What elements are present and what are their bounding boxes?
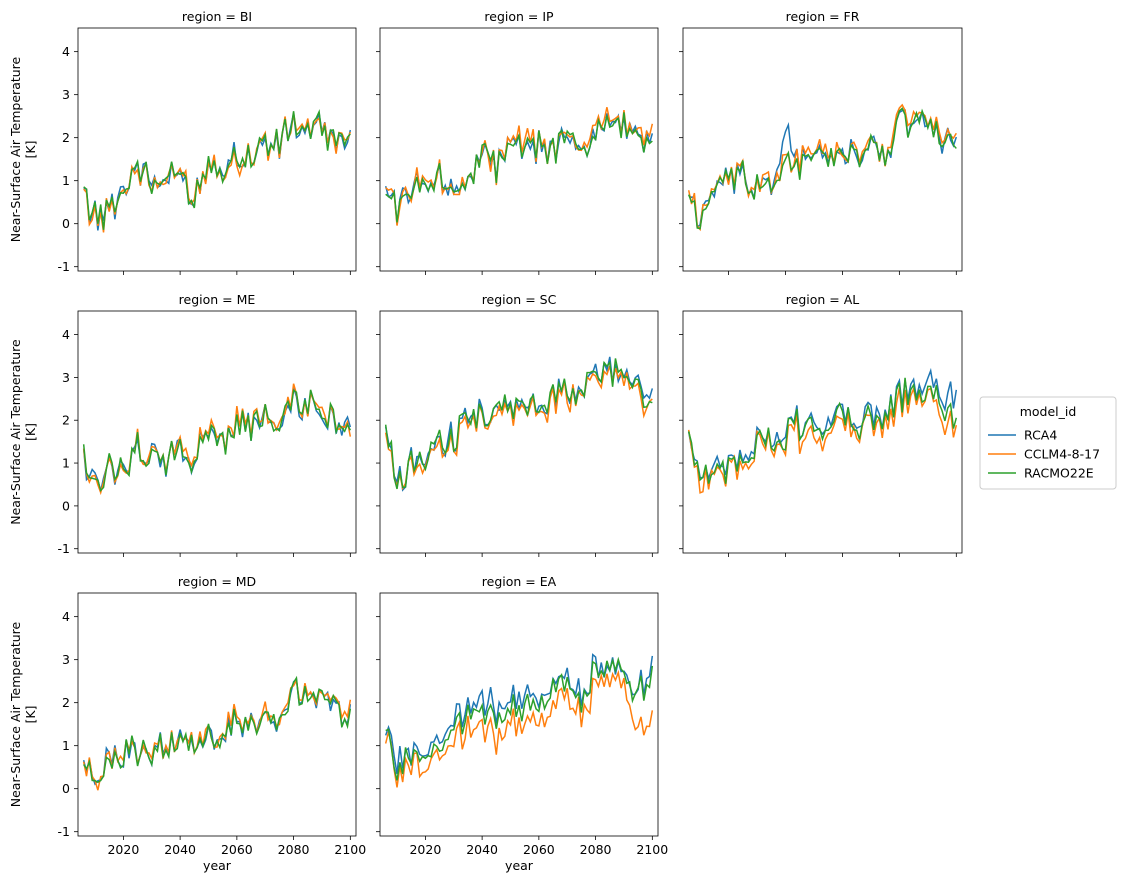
panel-title: region = FR	[786, 9, 860, 24]
x-tick-label: 2100	[334, 842, 366, 857]
x-tick-label: 2020	[409, 842, 441, 857]
panel-title: region = MD	[178, 574, 256, 589]
panel-title: region = IP	[484, 9, 554, 24]
y-axis-label: Near-Surface Air Temperature[K]	[8, 339, 38, 525]
panel-7: region = EA 2020 2040 2060 2080 2100 year	[376, 574, 668, 873]
series-line-rca4	[82, 387, 352, 492]
series-line-racmo22e	[82, 389, 352, 493]
panel-3: region = ME -1 0 1 2 3 4 Near-Surface Air Tempe…	[8, 292, 357, 557]
series-line-cclm4-8-17	[82, 383, 352, 496]
y-tick-label: 3	[62, 370, 70, 385]
series-line-cclm4-8-17	[385, 107, 654, 226]
series-line-rca4	[687, 367, 958, 482]
x-tick-label: 2100	[636, 842, 668, 857]
x-tick-label: 2080	[278, 842, 310, 857]
y-tick-label: -1	[58, 259, 70, 274]
panel-5: region = AL	[679, 292, 963, 557]
legend: model_id RCA4 CCLM4-8-17 RACMO22E	[979, 396, 1117, 490]
panel-6: region = MD -1 0 1 2 3 4 2020 2040 2060 2080 2100 ye…	[8, 574, 366, 873]
legend-label: RCA4	[1024, 428, 1057, 443]
plot-frame	[379, 27, 659, 272]
panel-4: region = SC	[376, 292, 659, 557]
plot-frame	[682, 310, 963, 554]
y-tick-label: -1	[58, 824, 70, 839]
panel-title: region = EA	[482, 574, 557, 589]
plot-frame	[77, 27, 357, 272]
series-line-rca4	[384, 653, 654, 775]
x-tick-label: 2040	[466, 842, 498, 857]
x-tick-label: 2060	[221, 842, 253, 857]
y-tick-label: 4	[62, 327, 70, 342]
y-tick-label: 2	[62, 130, 70, 145]
legend-label: RACMO22E	[1024, 466, 1094, 481]
plot-frame	[77, 592, 357, 837]
x-tick-label: 2040	[164, 842, 196, 857]
x-tick-label: 2060	[523, 842, 555, 857]
y-axis-label: Near-Surface Air Temperature[K]	[8, 621, 38, 807]
x-axis-label: year	[505, 858, 534, 873]
y-tick-label: 4	[62, 44, 70, 59]
series-line-racmo22e	[384, 358, 653, 490]
y-tick-label: 3	[62, 87, 70, 102]
x-axis-label: year	[203, 858, 232, 873]
series-line-racmo22e	[687, 377, 958, 484]
x-tick-label: 2080	[580, 842, 612, 857]
y-tick-label: 4	[62, 609, 70, 624]
y-tick-label: 0	[62, 498, 70, 513]
plot-frame	[682, 27, 963, 272]
plot-frame	[379, 310, 659, 554]
y-axis-label: Near-Surface Air Temperature[K]	[8, 56, 38, 242]
y-tick-label: -1	[58, 541, 70, 556]
y-tick-label: 1	[62, 173, 70, 188]
series-line-racmo22e	[83, 675, 352, 784]
y-tick-label: 2	[62, 413, 70, 428]
series-line-racmo22e	[385, 656, 654, 781]
series-line-cclm4-8-17	[384, 669, 654, 788]
plot-frame	[77, 310, 357, 554]
y-tick-label: 0	[62, 781, 70, 796]
legend-title: model_id	[1020, 404, 1077, 419]
panel-title: region = SC	[482, 292, 557, 307]
y-tick-label: 0	[62, 216, 70, 231]
legend-box	[979, 396, 1117, 490]
series-line-rca4	[82, 677, 352, 786]
panel-0: region = BI -1 0 1 2 3 4 Near-Surface Air Tempe…	[8, 9, 357, 275]
series-line-cclm4-8-17	[687, 103, 957, 232]
y-tick-label: 1	[62, 738, 70, 753]
panel-title: region = ME	[179, 292, 256, 307]
series-line-rca4	[688, 109, 958, 229]
panel-title: region = AL	[786, 292, 860, 307]
legend-label: CCLM4-8-17	[1024, 447, 1100, 462]
y-tick-label: 3	[62, 652, 70, 667]
x-tick-label: 2020	[107, 842, 139, 857]
series-line-racmo22e	[687, 107, 957, 230]
panel-title: region = BI	[182, 9, 252, 24]
panel-2: region = FR	[679, 9, 963, 275]
plot-frame	[379, 592, 659, 837]
panel-1: region = IP	[376, 9, 659, 275]
series-line-racmo22e	[83, 108, 351, 230]
series-line-racmo22e	[385, 112, 653, 223]
y-tick-label: 1	[62, 456, 70, 471]
y-tick-label: 2	[62, 695, 70, 710]
